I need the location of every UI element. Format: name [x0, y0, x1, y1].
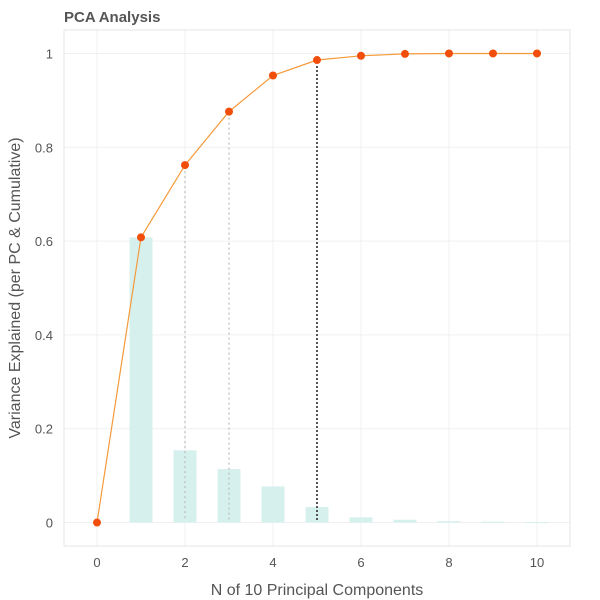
cumulative-point-7 — [401, 49, 409, 58]
x-tick-label-8: 8 — [445, 555, 452, 570]
chart-title: PCA Analysis — [64, 9, 160, 26]
y-tick-label-4: 0.8 — [35, 140, 53, 155]
cumulative-point-6 — [357, 51, 365, 60]
y-tick-label-0: 0 — [46, 516, 53, 531]
cumulative-point-0 — [93, 518, 101, 527]
bar-pc-6 — [349, 517, 373, 523]
y-tick-labels: 0 0.2 0.4 0.6 0.8 1 — [35, 46, 53, 530]
y-tick-label-5: 1 — [46, 46, 53, 61]
cumulative-point-3 — [225, 107, 233, 116]
x-tick-labels: 0 2 4 6 8 10 — [93, 555, 544, 570]
cumulative-point-5 — [313, 56, 321, 65]
y-tick-label-1: 0.2 — [35, 422, 53, 437]
y-tick-label-3: 0.6 — [35, 234, 53, 249]
y-tick-label-2: 0.4 — [35, 328, 53, 343]
y-axis-label: Variance Explained (per PC & Cumulative) — [7, 137, 24, 438]
x-tick-label-6: 6 — [357, 555, 364, 570]
cumulative-point-8 — [445, 49, 453, 58]
x-tick-label-4: 4 — [269, 555, 276, 570]
bar-pc-1 — [129, 237, 153, 523]
bar-pc-8 — [437, 521, 461, 523]
bar-pc-9 — [481, 521, 505, 523]
bar-pc-4 — [261, 486, 285, 523]
reference-lines — [184, 66, 318, 521]
cumulative-point-2 — [181, 161, 189, 170]
plot-frame — [63, 29, 571, 547]
cumulative-point-10 — [533, 49, 541, 58]
bar-pc-7 — [393, 519, 417, 523]
cumulative-point-4 — [269, 71, 277, 80]
x-axis-label: N of 10 Principal Components — [211, 582, 424, 599]
x-tick-label-2: 2 — [181, 555, 188, 570]
cumulative-point-9 — [489, 49, 497, 58]
cumulative-point-1 — [137, 233, 145, 242]
bar-pc-3 — [217, 469, 241, 523]
x-tick-label-10: 10 — [530, 555, 544, 570]
bar-pc-10 — [525, 522, 549, 524]
bars — [129, 237, 549, 524]
x-tick-label-0: 0 — [93, 555, 100, 570]
cumulative-markers — [93, 49, 541, 527]
